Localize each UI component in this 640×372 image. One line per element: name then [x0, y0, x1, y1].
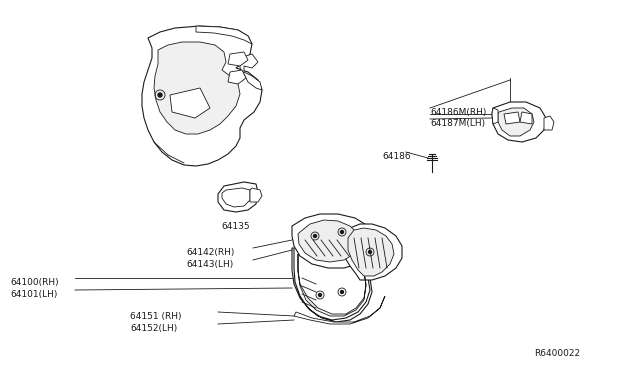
Polygon shape	[342, 224, 402, 280]
Text: 64186: 64186	[382, 152, 411, 161]
Circle shape	[340, 291, 344, 294]
Polygon shape	[298, 254, 366, 316]
Polygon shape	[228, 70, 246, 84]
Circle shape	[340, 231, 344, 234]
Polygon shape	[504, 112, 520, 124]
Polygon shape	[520, 112, 532, 124]
Text: 64100(RH): 64100(RH)	[10, 278, 59, 287]
Text: 64151 (RH): 64151 (RH)	[130, 312, 182, 321]
Polygon shape	[292, 214, 375, 268]
Text: 64152(LH): 64152(LH)	[130, 324, 177, 333]
Circle shape	[369, 250, 371, 253]
Polygon shape	[170, 88, 210, 118]
Circle shape	[158, 93, 162, 97]
Polygon shape	[228, 52, 248, 66]
Circle shape	[319, 294, 321, 296]
Text: 64101(LH): 64101(LH)	[10, 290, 58, 299]
Text: R6400022: R6400022	[534, 349, 580, 358]
Polygon shape	[498, 108, 534, 136]
Polygon shape	[292, 248, 374, 322]
Polygon shape	[492, 108, 498, 124]
Polygon shape	[218, 182, 258, 212]
Polygon shape	[196, 26, 252, 44]
Polygon shape	[222, 188, 250, 207]
Text: 64186M(RH): 64186M(RH)	[430, 108, 486, 117]
Polygon shape	[544, 116, 554, 130]
Text: 64135: 64135	[221, 222, 250, 231]
Polygon shape	[240, 54, 262, 90]
Polygon shape	[492, 102, 546, 142]
Polygon shape	[154, 42, 240, 134]
Polygon shape	[250, 188, 262, 202]
Polygon shape	[298, 220, 360, 262]
Polygon shape	[142, 26, 262, 166]
Text: 64143(LH): 64143(LH)	[186, 260, 233, 269]
Polygon shape	[348, 228, 394, 276]
Text: 64142(RH): 64142(RH)	[186, 248, 234, 257]
Text: 64187M(LH): 64187M(LH)	[430, 119, 485, 128]
Circle shape	[314, 234, 317, 237]
Polygon shape	[294, 296, 385, 324]
